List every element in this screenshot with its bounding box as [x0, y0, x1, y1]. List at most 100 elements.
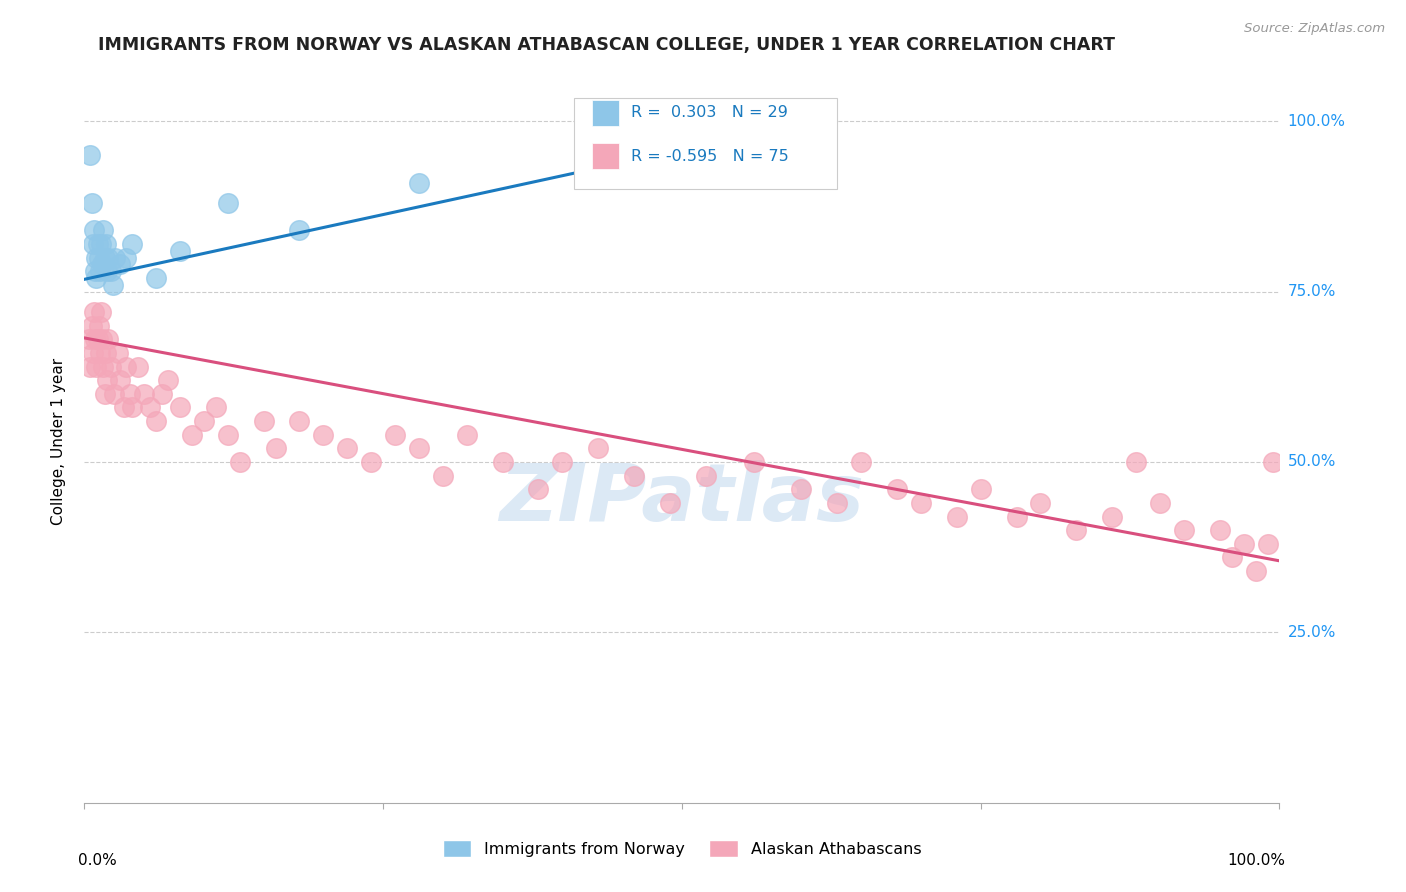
- Point: [104, 251, 127, 265]
- Point: [384, 427, 406, 442]
- Point: [1005, 509, 1028, 524]
- Point: [80, 318, 103, 333]
- Point: [408, 176, 430, 190]
- Point: [86, 236, 108, 251]
- Point: [82, 236, 104, 251]
- Point: [112, 401, 135, 415]
- Point: [94, 236, 117, 251]
- Point: [107, 346, 129, 360]
- Point: [264, 442, 287, 456]
- Point: [1244, 564, 1267, 578]
- Point: [205, 401, 228, 415]
- Point: [456, 427, 478, 442]
- Point: [827, 496, 849, 510]
- Point: [91, 257, 114, 271]
- Point: [742, 455, 765, 469]
- Point: [110, 373, 132, 387]
- Point: [1220, 550, 1243, 565]
- Point: [127, 359, 149, 374]
- Point: [77, 332, 100, 346]
- Point: [336, 442, 359, 456]
- Point: [229, 455, 252, 469]
- Point: [94, 346, 117, 360]
- Point: [93, 223, 115, 237]
- Point: [360, 455, 382, 469]
- Point: [96, 373, 118, 387]
- Point: [93, 387, 115, 401]
- Point: [910, 496, 932, 510]
- Point: [1257, 537, 1279, 551]
- Point: [527, 482, 550, 496]
- Point: [1149, 496, 1171, 510]
- Point: [169, 401, 191, 415]
- Text: Source: ZipAtlas.com: Source: ZipAtlas.com: [1244, 22, 1385, 36]
- Point: [93, 359, 115, 374]
- Point: [90, 236, 112, 251]
- Point: [157, 373, 180, 387]
- Point: [84, 332, 107, 346]
- Point: [82, 346, 104, 360]
- Text: 100.0%: 100.0%: [1288, 113, 1346, 128]
- Text: 100.0%: 100.0%: [1227, 854, 1285, 869]
- Point: [970, 482, 993, 496]
- Point: [139, 401, 162, 415]
- Point: [1125, 455, 1147, 469]
- Point: [886, 482, 908, 496]
- Point: [181, 427, 204, 442]
- Point: [93, 251, 115, 265]
- Point: [80, 196, 103, 211]
- Point: [1233, 537, 1256, 551]
- Point: [100, 359, 122, 374]
- Point: [103, 387, 125, 401]
- Point: [946, 509, 969, 524]
- Point: [115, 359, 138, 374]
- Point: [312, 427, 335, 442]
- Point: [217, 427, 239, 442]
- Text: 0.0%: 0.0%: [79, 854, 117, 869]
- Point: [89, 346, 111, 360]
- Point: [87, 251, 110, 265]
- Point: [1263, 455, 1285, 469]
- Point: [253, 414, 276, 428]
- Point: [1101, 509, 1123, 524]
- Point: [79, 359, 101, 374]
- Point: [575, 155, 598, 169]
- Y-axis label: College, Under 1 year: College, Under 1 year: [51, 358, 66, 525]
- Point: [121, 236, 143, 251]
- FancyBboxPatch shape: [592, 143, 619, 169]
- Point: [288, 223, 311, 237]
- Point: [86, 271, 108, 285]
- Point: [145, 271, 167, 285]
- Point: [96, 264, 118, 278]
- Text: 25.0%: 25.0%: [1288, 625, 1336, 640]
- Point: [1209, 523, 1232, 537]
- Point: [288, 414, 311, 428]
- Point: [132, 387, 156, 401]
- Point: [115, 251, 138, 265]
- Point: [97, 251, 120, 265]
- Point: [1066, 523, 1088, 537]
- Point: [169, 244, 191, 258]
- Point: [193, 414, 215, 428]
- Point: [432, 468, 454, 483]
- Point: [89, 264, 111, 278]
- Point: [851, 455, 873, 469]
- Point: [100, 264, 122, 278]
- FancyBboxPatch shape: [575, 98, 838, 189]
- Point: [79, 148, 101, 162]
- Point: [87, 318, 110, 333]
- Point: [551, 455, 574, 469]
- Point: [1173, 523, 1195, 537]
- Point: [588, 442, 610, 456]
- Point: [217, 196, 239, 211]
- Point: [695, 468, 717, 483]
- Point: [83, 305, 105, 319]
- Point: [121, 401, 143, 415]
- Text: R =  0.303   N = 29: R = 0.303 N = 29: [630, 105, 787, 120]
- Legend: Immigrants from Norway, Alaskan Athabascans: Immigrants from Norway, Alaskan Athabasc…: [436, 834, 928, 863]
- Point: [1029, 496, 1052, 510]
- Point: [101, 277, 124, 292]
- Point: [83, 223, 105, 237]
- Text: IMMIGRANTS FROM NORWAY VS ALASKAN ATHABASCAN COLLEGE, UNDER 1 YEAR CORRELATION C: IMMIGRANTS FROM NORWAY VS ALASKAN ATHABA…: [98, 36, 1115, 54]
- Point: [659, 496, 682, 510]
